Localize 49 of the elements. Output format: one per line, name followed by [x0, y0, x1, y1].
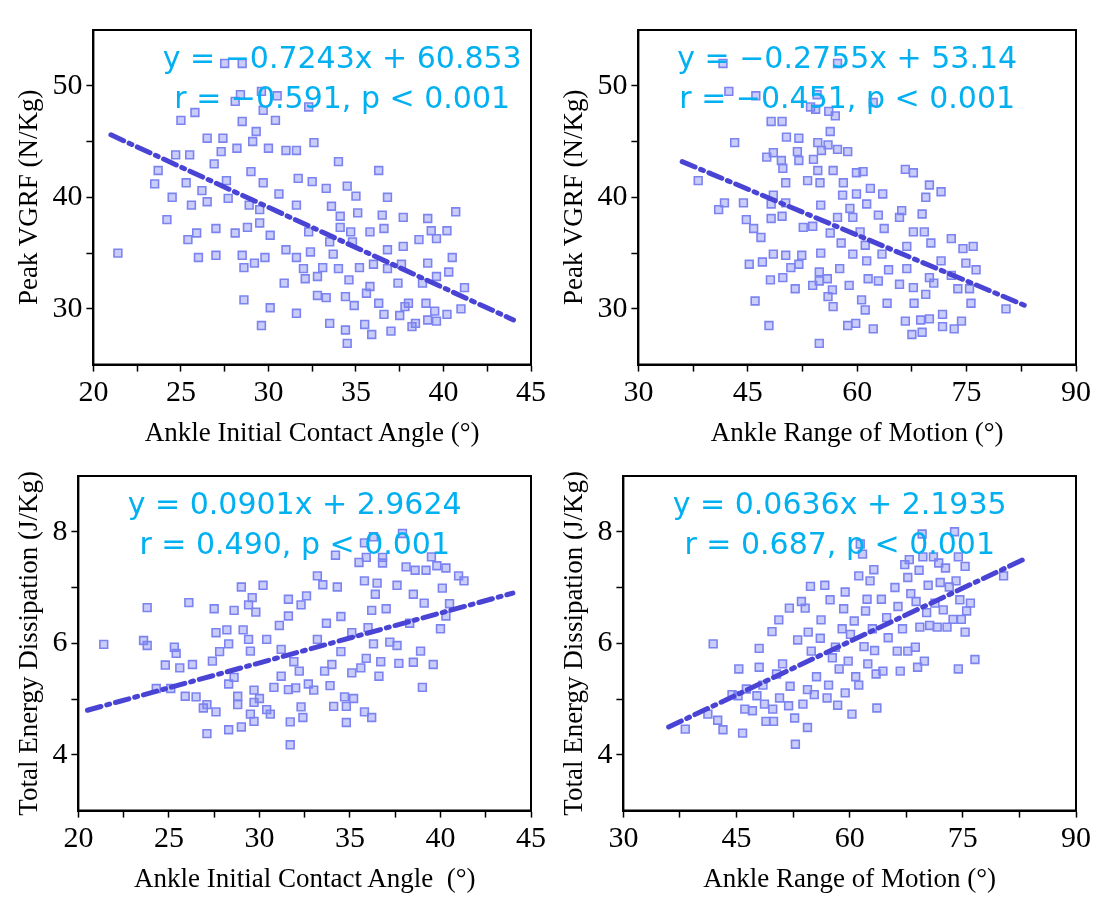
annotation: r = −0.451, p < 0.001 [679, 79, 1016, 115]
y-axis-title: Total Energy Dissipation (J/Kg) [558, 470, 589, 816]
annotation: r = −0.591, p < 0.001 [174, 79, 511, 115]
x-tick-label: 60 [834, 820, 865, 854]
y-tick-label: 4 [597, 735, 613, 769]
x-axis-title: Ankle Initial Contact Angle (°) [133, 862, 476, 893]
y-tick-label: 6 [52, 624, 68, 658]
y-axis-title: Total Energy Dissipation (J/Kg) [13, 470, 44, 816]
y-tick-label: 8 [52, 512, 68, 546]
x-tick-label: 90 [1061, 374, 1091, 408]
y-tick-label: 30 [52, 289, 83, 323]
x-axis-title: Ankle Initial Contact Angle (°) [144, 416, 480, 447]
y-tick-label: 40 [597, 178, 628, 212]
x-tick-label: 35 [340, 374, 371, 408]
x-tick-label: 60 [842, 374, 873, 408]
x-tick-label: 25 [153, 820, 184, 854]
annotation: y = −0.2755x + 53.14 [677, 39, 1018, 75]
y-tick-label: 30 [597, 289, 628, 323]
x-tick-label: 35 [334, 820, 365, 854]
x-tick-label: 45 [732, 374, 763, 408]
y-tick-label: 50 [597, 66, 628, 100]
y-tick-label: 6 [597, 624, 613, 658]
x-tick-label: 30 [244, 820, 275, 854]
x-tick-label: 40 [428, 374, 459, 408]
x-axis-title: Ankle Range of Motion (°) [710, 416, 1004, 447]
y-tick-label: 40 [52, 178, 83, 212]
x-tick-label: 40 [425, 820, 456, 854]
x-axis-title: Ankle Range of Motion (°) [703, 862, 997, 893]
y-tick-label: 50 [52, 66, 83, 100]
annotation: r = 0.687, p < 0.001 [684, 525, 996, 561]
y-tick-label: 8 [597, 512, 613, 546]
x-tick-label: 75 [951, 374, 982, 408]
annotation: y = 0.0636x + 2.1935 [672, 485, 1007, 521]
x-tick-label: 75 [947, 820, 978, 854]
x-tick-label: 45 [516, 820, 546, 854]
annotation: y = −0.7243x + 60.853 [162, 39, 522, 75]
x-tick-label: 90 [1061, 820, 1091, 854]
y-axis-title: Peak VGRF (N/Kg) [558, 89, 589, 306]
x-tick-label: 45 [721, 820, 752, 854]
annotation: r = 0.490, p < 0.001 [139, 525, 451, 561]
annotation: y = 0.0901x + 2.9624 [127, 485, 462, 521]
x-tick-label: 25 [165, 374, 196, 408]
x-tick-label: 30 [253, 374, 284, 408]
x-tick-label: 20 [63, 820, 94, 854]
x-tick-label: 30 [623, 374, 654, 408]
x-tick-label: 20 [78, 374, 109, 408]
y-tick-label: 4 [52, 735, 68, 769]
y-axis-title: Peak VGRF (N/Kg) [13, 89, 44, 306]
x-tick-label: 45 [516, 374, 546, 408]
